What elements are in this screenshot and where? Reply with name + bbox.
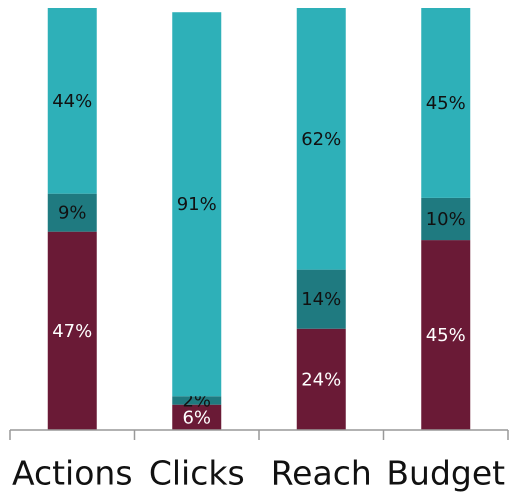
bar-segment bbox=[421, 8, 471, 198]
value-label: 14% bbox=[301, 289, 341, 310]
bar-segment bbox=[172, 12, 222, 397]
x-tick-label: Clicks bbox=[149, 454, 245, 493]
bar-segment bbox=[172, 396, 222, 405]
bar-segment bbox=[47, 231, 97, 430]
value-label: 91% bbox=[177, 194, 217, 215]
bar-segment bbox=[296, 269, 346, 329]
bar-segment bbox=[172, 404, 222, 430]
bar-segment bbox=[296, 8, 346, 270]
value-label: 24% bbox=[301, 369, 341, 390]
x-tick-label: Actions bbox=[12, 454, 133, 493]
value-label: 45% bbox=[426, 325, 466, 346]
x-tick-label: Budget bbox=[386, 454, 505, 493]
value-label: 6% bbox=[182, 407, 211, 428]
bar-segment bbox=[47, 8, 97, 194]
value-label: 45% bbox=[426, 93, 466, 114]
value-label: 44% bbox=[52, 91, 92, 112]
value-label: 10% bbox=[426, 209, 466, 230]
bar-segment bbox=[296, 328, 346, 430]
value-label: 47% bbox=[52, 321, 92, 342]
value-label: 9% bbox=[58, 203, 87, 224]
x-tick-label: Reach bbox=[271, 454, 372, 493]
bar-segment bbox=[421, 240, 471, 430]
bar-segment bbox=[47, 193, 97, 232]
value-label: 62% bbox=[301, 129, 341, 150]
bar-segment bbox=[421, 197, 471, 241]
